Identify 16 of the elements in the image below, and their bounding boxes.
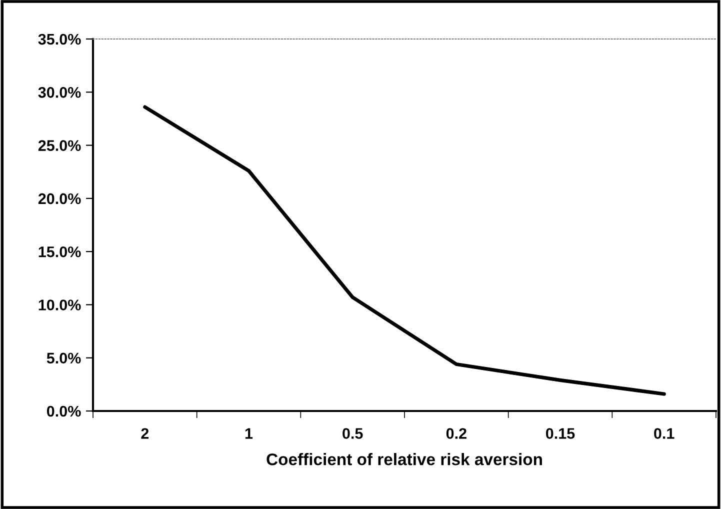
y-tick-label: 15.0% xyxy=(38,246,81,258)
x-tick-label: 2 xyxy=(141,428,149,439)
x-tick-label: 0.2 xyxy=(446,428,466,439)
y-tick-label: 35.0% xyxy=(38,34,81,45)
y-tick-label: 0.0% xyxy=(46,406,81,417)
x-axis-title: Coefficient of relative risk aversion xyxy=(266,453,542,466)
y-tick-label: 10.0% xyxy=(38,300,81,310)
x-tick-label: 0.5 xyxy=(342,428,363,439)
x-tick-label: 0.1 xyxy=(654,428,674,439)
y-tick-label: 30.0% xyxy=(38,87,81,98)
line-series xyxy=(143,105,666,396)
y-tick-label: 20.0% xyxy=(38,193,81,204)
y-tick-label: 25.0% xyxy=(38,140,81,151)
y-tick-label: 5.0% xyxy=(46,352,81,364)
x-tick-label: 0.15 xyxy=(546,428,575,439)
x-tick-label: 1 xyxy=(245,428,253,439)
